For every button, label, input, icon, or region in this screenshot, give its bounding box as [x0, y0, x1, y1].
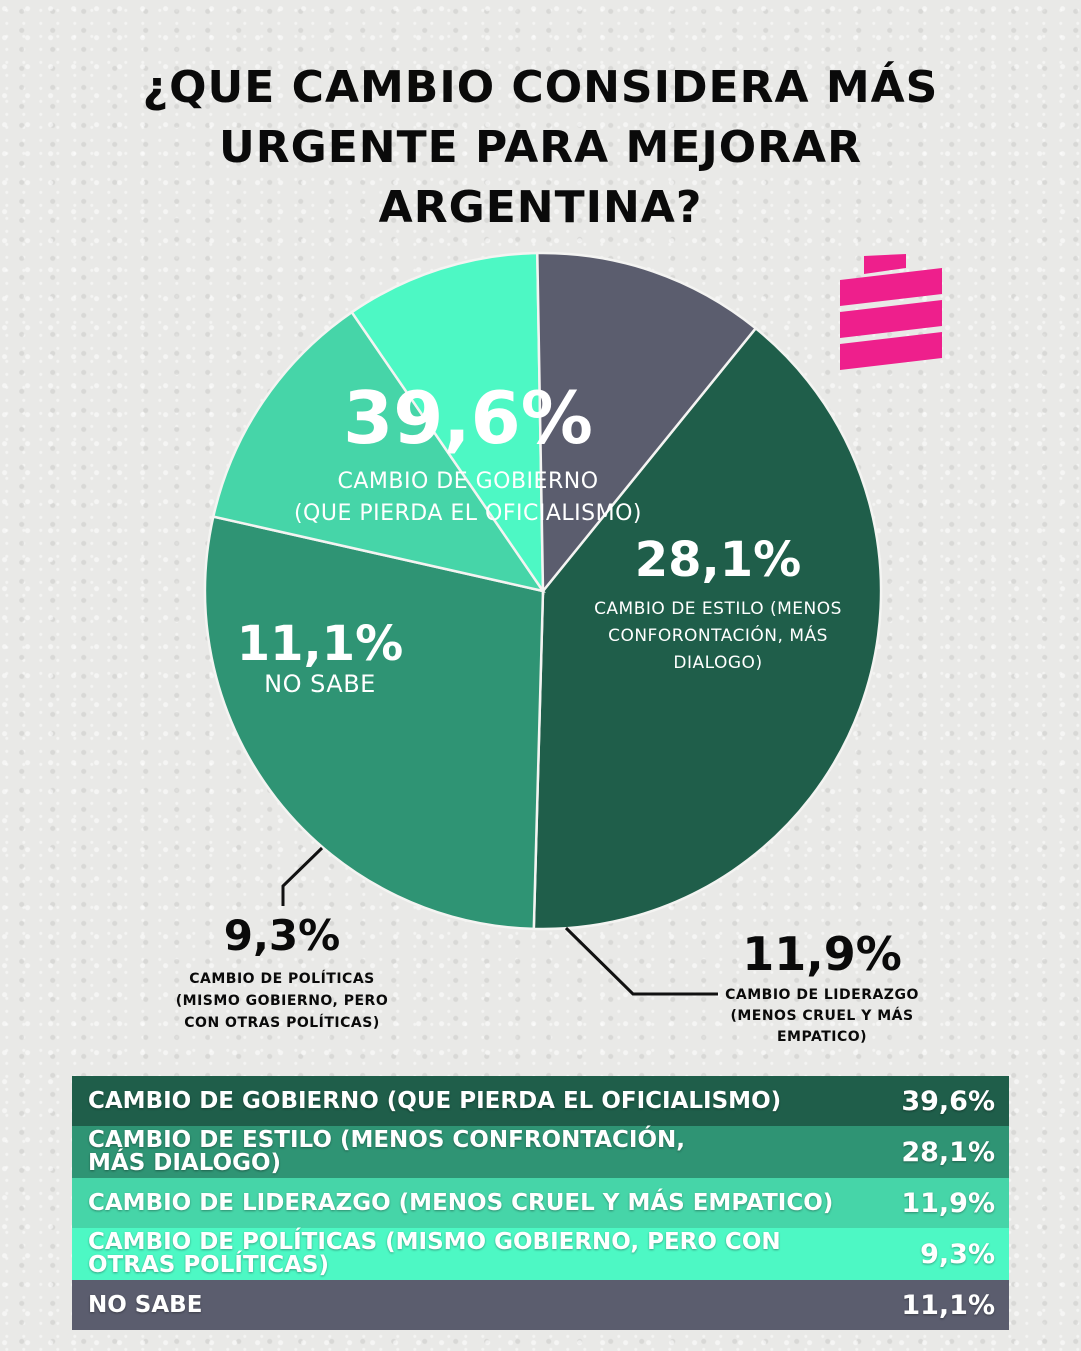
row-value: 11,9% — [901, 1187, 995, 1219]
row-value: 9,3% — [920, 1238, 995, 1270]
title-line: ¿QUE CAMBIO CONSIDERA MÁS — [142, 62, 939, 113]
slice-category-label: CAMBIO DE ESTILO (MENOS — [594, 599, 842, 619]
slice-category-label: (QUE PIERDA EL OFICIALISMO) — [294, 501, 642, 526]
slice-category-label: EMPATICO) — [777, 1029, 867, 1045]
logo-bar — [840, 268, 942, 306]
row-label-line: MÁS DIALOGO) — [88, 1150, 282, 1176]
table-row: CAMBIO DE GOBIERNO (QUE PIERDA EL OFICIA… — [72, 1076, 1009, 1126]
row-label: CAMBIO DE GOBIERNO (QUE PIERDA EL OFICIA… — [72, 1076, 859, 1126]
table-row: CAMBIO DE ESTILO (MENOS CONFRONTACIÓN, MÁ… — [72, 1126, 1009, 1178]
logo-bar — [840, 332, 942, 370]
slice-value-label: 11,1% — [237, 616, 404, 672]
pie-slice — [203, 515, 545, 931]
page-title: ¿QUE CAMBIO CONSIDERA MÁS URGENTE PARA M… — [0, 58, 1081, 238]
row-value: 39,6% — [901, 1085, 995, 1117]
row-label: CAMBIO DE ESTILO (MENOS CONFRONTACIÓN, MÁ… — [72, 1126, 859, 1178]
brand-logo-icon — [840, 254, 942, 370]
row-label: CAMBIO DE POLÍTICAS (MISMO GOBIERNO, PER… — [72, 1228, 859, 1280]
pie-slice — [532, 326, 883, 931]
logo-bar — [864, 254, 906, 274]
row-label-line: NO SABE — [88, 1291, 203, 1318]
row-label: NO SABE — [72, 1280, 859, 1330]
slice-category-label: NO SABE — [264, 670, 376, 698]
logo-bar — [840, 300, 942, 338]
table-row: NO SABE 11,1% — [72, 1280, 1009, 1330]
pie-slice — [350, 251, 545, 596]
row-value: 28,1% — [901, 1136, 995, 1168]
slice-value-label: 11,9% — [742, 927, 902, 981]
slice-value-label: 9,3% — [224, 911, 340, 960]
slice-category-label: (MISMO GOBIERNO, PERO — [176, 993, 388, 1009]
row-label-line: OTRAS POLÍTICAS) — [88, 1252, 329, 1278]
title-line: ARGENTINA? — [378, 182, 703, 233]
slice-category-label: (MENOS CRUEL Y MÁS — [730, 1007, 913, 1024]
row-label-line: CAMBIO DE POLÍTICAS (MISMO GOBIERNO, PER… — [88, 1229, 781, 1255]
slice-category-label: CAMBIO DE LIDERAZGO — [725, 987, 919, 1003]
slice-category-label: CAMBIO DE POLÍTICAS — [189, 970, 375, 987]
row-label-line: CAMBIO DE GOBIERNO (QUE PIERDA EL OFICIA… — [88, 1087, 782, 1114]
row-value: 11,1% — [901, 1289, 995, 1321]
row-label: CAMBIO DE LIDERAZGO (MENOS CRUEL Y MÁS E… — [72, 1178, 859, 1228]
row-label-line: CAMBIO DE LIDERAZGO (MENOS CRUEL Y MÁS E… — [88, 1189, 834, 1216]
slice-value-label: 39,6% — [343, 376, 593, 460]
slice-category-label: CON OTRAS POLÍTICAS) — [184, 1014, 379, 1031]
table-row: CAMBIO DE LIDERAZGO (MENOS CRUEL Y MÁS E… — [72, 1178, 1009, 1228]
row-label-line: CAMBIO DE ESTILO (MENOS CONFRONTACIÓN, — [88, 1127, 686, 1153]
slice-category-label: CONFORONTACIÓN, MÁS — [608, 624, 828, 646]
leader-line — [564, 926, 718, 996]
table-row: CAMBIO DE POLÍTICAS (MISMO GOBIERNO, PER… — [72, 1228, 1009, 1280]
leader-line — [281, 846, 324, 906]
slice-value-label: 28,1% — [635, 532, 802, 588]
pie-slice — [536, 251, 758, 595]
summary-table: CAMBIO DE GOBIERNO (QUE PIERDA EL OFICIA… — [72, 1076, 1009, 1330]
slice-category-label: CAMBIO DE GOBIERNO — [337, 469, 598, 494]
slice-category-label: DIALOGO) — [673, 653, 762, 673]
pie-slice — [211, 310, 546, 593]
title-line: URGENTE PARA MEJORAR — [219, 122, 862, 173]
